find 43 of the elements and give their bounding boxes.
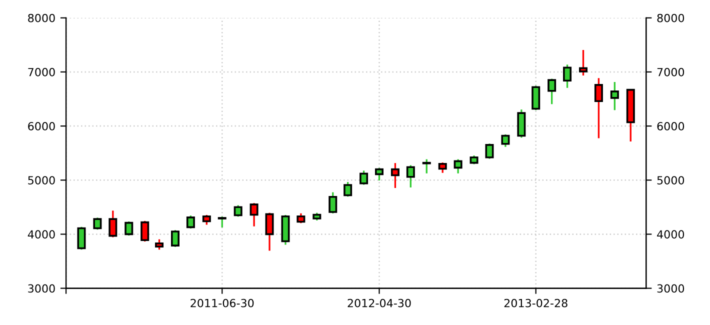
y2-tick-label: 8000 bbox=[657, 14, 684, 22]
candlestick bbox=[454, 159, 462, 174]
candlestick bbox=[108, 210, 118, 238]
candlestick bbox=[93, 218, 102, 230]
x-tick-label: 2013-02-28 bbox=[504, 298, 568, 308]
y-tick-label: 4000 bbox=[28, 230, 55, 239]
y2-tick-label: 5000 bbox=[657, 176, 684, 184]
candlestick bbox=[578, 50, 588, 76]
candlestick bbox=[594, 78, 603, 138]
y-tick-label: 6000 bbox=[28, 122, 55, 130]
y-tick-label: 7000 bbox=[28, 68, 55, 76]
y2-tick-label: 3000 bbox=[657, 284, 684, 293]
candlestick bbox=[501, 134, 510, 147]
candlestick bbox=[390, 163, 400, 188]
candlestick bbox=[170, 230, 180, 247]
candlestick bbox=[77, 226, 86, 250]
candlestick bbox=[328, 192, 338, 214]
candlestick bbox=[532, 86, 540, 110]
candlestick bbox=[548, 78, 556, 104]
candlestick bbox=[124, 221, 134, 236]
y-tick-label: 3000 bbox=[28, 284, 55, 293]
candlestick bbox=[186, 216, 195, 229]
y-tick-label: 5000 bbox=[28, 176, 55, 184]
candlestick bbox=[517, 110, 526, 138]
candlestick bbox=[140, 220, 150, 242]
x-tick-label: 2011-06-30 bbox=[190, 298, 254, 308]
candlestick bbox=[610, 82, 619, 110]
candlestick bbox=[422, 159, 431, 174]
candlestick bbox=[234, 205, 242, 217]
candlestick bbox=[360, 170, 368, 185]
candlestick bbox=[485, 144, 494, 159]
x-tick-label: 2012-04-30 bbox=[348, 298, 411, 308]
y2-tick-label: 6000 bbox=[657, 122, 684, 130]
candlestick bbox=[218, 216, 226, 228]
candlestick bbox=[250, 203, 258, 226]
candlestick bbox=[344, 182, 352, 197]
y-tick-label: 8000 bbox=[28, 14, 55, 22]
y2-tick-label: 7000 bbox=[657, 68, 684, 76]
candlestick bbox=[374, 168, 384, 180]
candlestick bbox=[265, 212, 274, 251]
candlestick bbox=[563, 64, 572, 88]
y2-tick-label: 4000 bbox=[657, 230, 684, 239]
candlestick bbox=[406, 165, 415, 188]
